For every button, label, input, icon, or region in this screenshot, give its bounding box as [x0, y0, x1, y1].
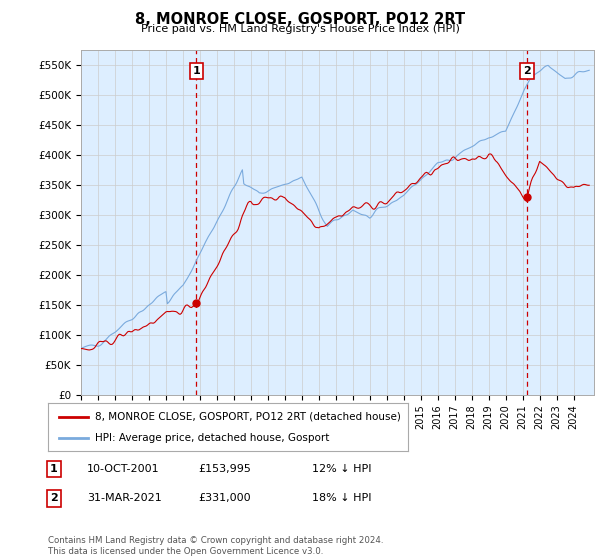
Text: 8, MONROE CLOSE, GOSPORT, PO12 2RT: 8, MONROE CLOSE, GOSPORT, PO12 2RT: [135, 12, 465, 27]
Text: 12% ↓ HPI: 12% ↓ HPI: [312, 464, 371, 474]
Text: HPI: Average price, detached house, Gosport: HPI: Average price, detached house, Gosp…: [95, 433, 329, 444]
Text: 31-MAR-2021: 31-MAR-2021: [87, 493, 162, 503]
Text: 10-OCT-2001: 10-OCT-2001: [87, 464, 160, 474]
Text: £331,000: £331,000: [198, 493, 251, 503]
Text: Price paid vs. HM Land Registry's House Price Index (HPI): Price paid vs. HM Land Registry's House …: [140, 24, 460, 34]
Text: 18% ↓ HPI: 18% ↓ HPI: [312, 493, 371, 503]
Text: 8, MONROE CLOSE, GOSPORT, PO12 2RT (detached house): 8, MONROE CLOSE, GOSPORT, PO12 2RT (deta…: [95, 412, 401, 422]
Text: £153,995: £153,995: [198, 464, 251, 474]
Text: 1: 1: [192, 66, 200, 76]
Text: 2: 2: [50, 493, 58, 503]
Text: Contains HM Land Registry data © Crown copyright and database right 2024.
This d: Contains HM Land Registry data © Crown c…: [48, 536, 383, 556]
Text: 2: 2: [523, 66, 531, 76]
Text: 1: 1: [50, 464, 58, 474]
